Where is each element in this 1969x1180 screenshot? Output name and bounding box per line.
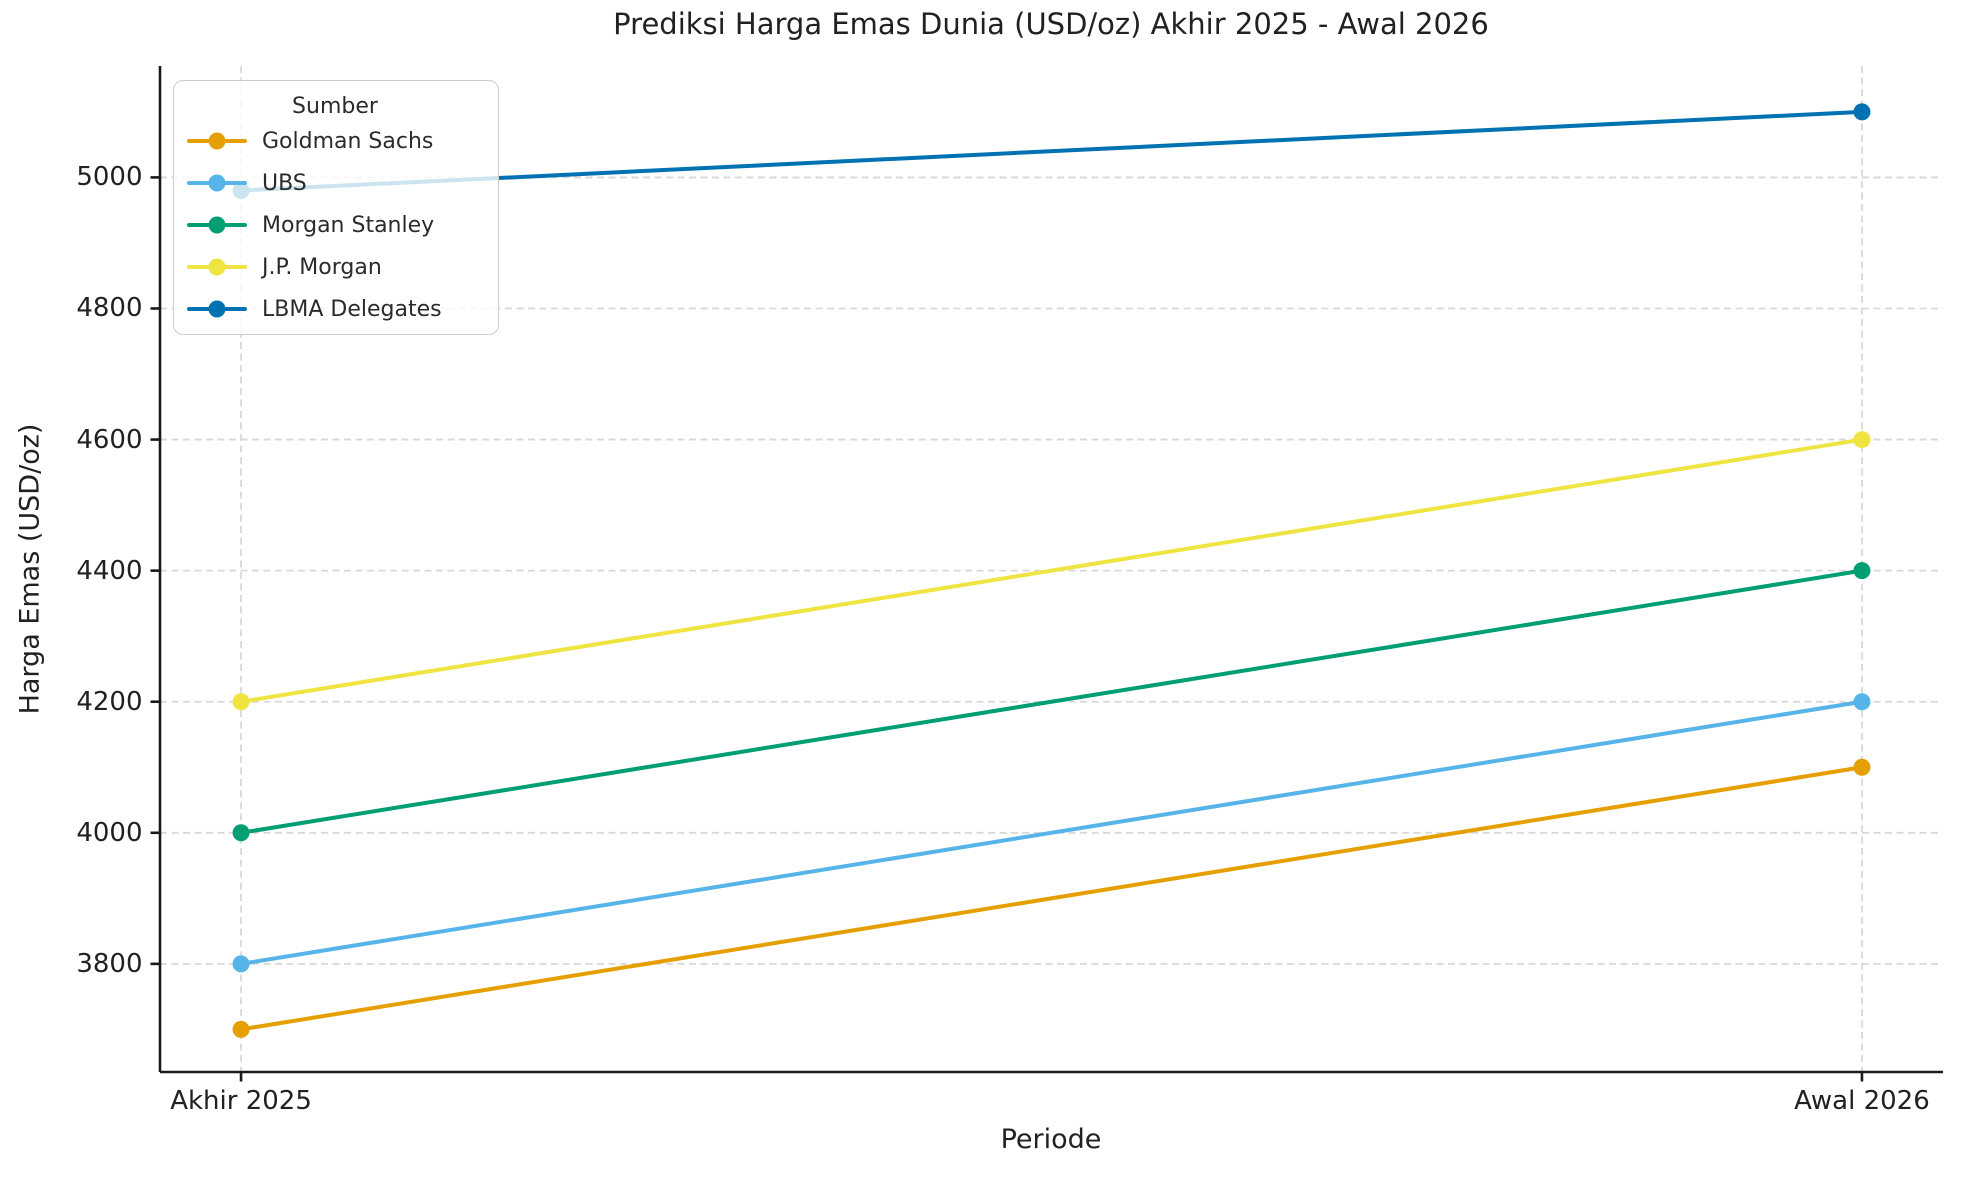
y-tick-label: 4800 [76, 293, 143, 324]
y-tick-label: 4400 [76, 555, 143, 586]
data-point-marker [232, 824, 250, 842]
y-tick-label: 5000 [76, 162, 143, 193]
legend-line-marker-icon [187, 132, 247, 150]
y-tick-label: 4200 [76, 686, 143, 717]
legend-line-marker-icon [187, 300, 247, 318]
legend-item: J.P. Morgan [186, 246, 484, 288]
series-line-ubs [239, 699, 1864, 966]
x-tick-label: Akhir 2025 [170, 1086, 312, 1116]
legend-item: Morgan Stanley [186, 204, 484, 246]
legend-title: Sumber [292, 94, 378, 119]
series-line-goldman-sachs [239, 765, 1864, 1032]
legend-item: Goldman Sachs [186, 120, 484, 162]
legend-rows: Goldman Sachs UBS Morgan Stanley J.P. Morga… [186, 120, 484, 330]
legend-line-marker-icon [187, 216, 247, 234]
x-axis-label: Periode [1000, 1124, 1102, 1155]
data-point-marker [1853, 758, 1871, 776]
legend-item: UBS [186, 162, 484, 204]
legend-line-marker-icon [187, 258, 247, 276]
legend: Sumber Goldman Sachs UBS Morgan Stanley J.P… [173, 80, 499, 335]
data-point-marker [1853, 693, 1871, 711]
data-point-marker [232, 1020, 250, 1038]
legend-item: LBMA Delegates [186, 288, 484, 330]
legend-item-label: LBMA Delegates [262, 296, 442, 322]
data-point-marker [1853, 431, 1871, 449]
legend-item-label: J.P. Morgan [262, 254, 382, 280]
series-line-lbma-delegates [239, 109, 1864, 193]
chart-title: Prediksi Harga Emas Dunia (USD/oz) Akhir… [613, 7, 1489, 41]
data-point-marker [1853, 103, 1871, 121]
data-point-marker [1853, 562, 1871, 580]
legend-item-label: UBS [262, 170, 307, 196]
y-tick-label: 4000 [76, 817, 143, 848]
data-point-marker [232, 955, 250, 973]
y-tick-label: 3800 [76, 948, 143, 979]
legend-item-label: Morgan Stanley [262, 212, 435, 238]
data-point-marker [232, 693, 250, 711]
series-line-j-p-morgan [239, 437, 1864, 704]
y-tick-label: 4600 [76, 424, 143, 455]
legend-item-label: Goldman Sachs [262, 128, 434, 154]
series-line-morgan-stanley [239, 568, 1864, 835]
x-tick-label: Awal 2026 [1794, 1086, 1930, 1116]
legend-line-marker-icon [187, 174, 247, 192]
